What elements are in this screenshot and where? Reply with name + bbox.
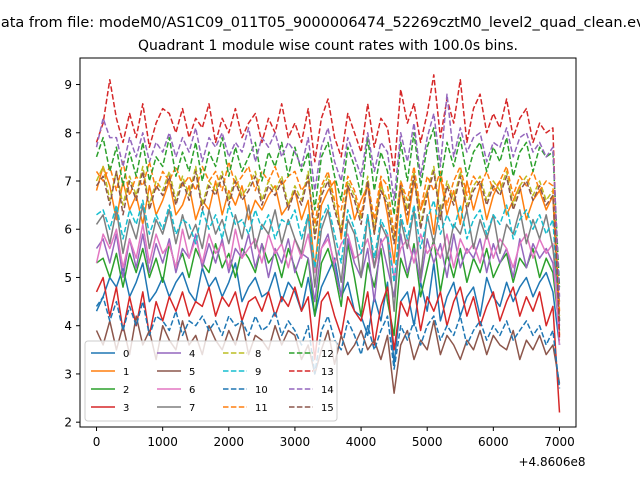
series-line-12 xyxy=(95,127,561,288)
x-tick-label: 7000 xyxy=(544,435,575,449)
x-tick-label: 1000 xyxy=(147,435,178,449)
legend-label-10: 10 xyxy=(255,385,268,396)
legend-label-14: 14 xyxy=(321,385,334,396)
legend-label-1: 1 xyxy=(123,367,129,378)
legend-label-6: 6 xyxy=(189,385,195,396)
legend-label-11: 11 xyxy=(255,403,268,414)
series-line-1 xyxy=(95,165,561,336)
legend-label-0: 0 xyxy=(123,349,129,360)
series-line-8 xyxy=(95,165,561,317)
legend-label-3: 3 xyxy=(123,403,129,414)
y-tick-label: 8 xyxy=(64,126,72,140)
series-line-7 xyxy=(95,204,561,312)
y-tick-label: 9 xyxy=(64,78,72,92)
axis-layer: 0 1000 2000 3000 4000 5000 6000 7000 2 3 4 5 6 7 8 9 xyxy=(64,78,574,449)
legend-label-2: 2 xyxy=(123,385,129,396)
legend-label-12: 12 xyxy=(321,349,334,360)
x-tick-label: 2000 xyxy=(214,435,245,449)
series-line-6 xyxy=(95,223,561,346)
legend-label-15: 15 xyxy=(321,403,334,414)
legend-label-9: 9 xyxy=(255,367,261,378)
legend-frame xyxy=(84,340,338,422)
series-layer xyxy=(95,74,561,413)
legend-label-4: 4 xyxy=(189,349,195,360)
series-line-11 xyxy=(95,160,561,312)
legend-label-5: 5 xyxy=(189,367,195,378)
x-offset-label: +4.8606e8 xyxy=(518,455,585,469)
legend-label-7: 7 xyxy=(189,403,195,414)
y-tick-label: 3 xyxy=(64,367,72,381)
y-tick-label: 5 xyxy=(64,271,72,285)
series-line-3 xyxy=(95,276,561,413)
x-tick-label: 3000 xyxy=(280,435,311,449)
y-tick-label: 6 xyxy=(64,223,72,237)
y-tick-label: 4 xyxy=(64,319,72,333)
x-tick-label: 0 xyxy=(93,435,101,449)
x-tick-label: 6000 xyxy=(478,435,509,449)
series-line-0 xyxy=(95,257,561,366)
y-tick-label: 7 xyxy=(64,175,72,189)
series-line-13 xyxy=(95,74,561,341)
file-title: Data from file: modeM0/AS1C09_011T05_900… xyxy=(0,15,640,31)
series-line-15 xyxy=(95,170,561,321)
legend-label-8: 8 xyxy=(255,349,261,360)
legend-label-13: 13 xyxy=(321,367,334,378)
plot-title: Quadrant 1 module wise count rates with … xyxy=(138,38,518,54)
x-tick-label: 4000 xyxy=(346,435,377,449)
y-tick-label: 2 xyxy=(64,416,72,430)
series-line-10 xyxy=(95,296,561,389)
x-tick-label: 5000 xyxy=(412,435,443,449)
plot-frame xyxy=(79,57,577,428)
series-line-9 xyxy=(96,199,561,321)
